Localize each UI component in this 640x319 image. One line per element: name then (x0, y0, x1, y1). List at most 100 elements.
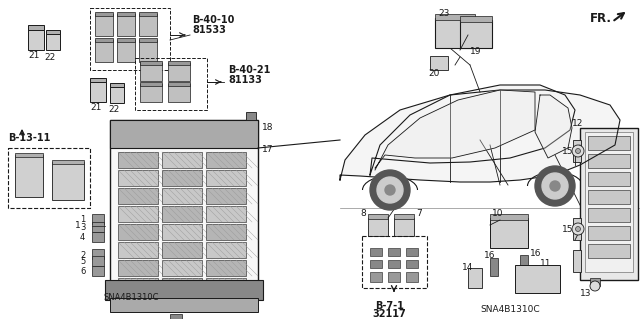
Bar (118, 206, 158, 222)
Text: 8: 8 (360, 210, 365, 219)
Bar (588, 136, 630, 150)
Text: B-13-11: B-13-11 (8, 133, 51, 143)
Bar (117, 40, 135, 62)
Text: FR.: FR. (590, 11, 612, 25)
Text: 5: 5 (80, 257, 85, 266)
Polygon shape (370, 85, 575, 175)
Bar (118, 152, 158, 168)
Bar (162, 242, 202, 258)
Bar (140, 82, 162, 86)
Bar (588, 208, 630, 222)
Bar (246, 112, 256, 120)
Bar (490, 258, 498, 276)
Bar (588, 244, 630, 258)
Bar (468, 268, 482, 288)
Bar (162, 188, 202, 204)
Bar (15, 155, 43, 197)
Text: 15: 15 (562, 147, 573, 157)
Bar (46, 32, 60, 50)
Bar (206, 170, 246, 186)
Bar (140, 61, 162, 65)
Circle shape (377, 177, 403, 203)
Bar (370, 248, 382, 256)
Text: 32117: 32117 (372, 309, 406, 319)
Bar (460, 20, 492, 48)
Text: 18: 18 (262, 123, 273, 132)
Text: 1: 1 (80, 216, 85, 225)
Bar (118, 260, 158, 276)
Bar (110, 298, 258, 312)
Bar (135, 58, 207, 110)
Bar (52, 160, 84, 164)
Bar (117, 12, 135, 16)
Bar (118, 224, 158, 240)
Bar (110, 120, 258, 148)
Text: SNA4B1310C: SNA4B1310C (480, 306, 540, 315)
Circle shape (575, 226, 580, 232)
Bar (118, 242, 158, 258)
Bar (139, 14, 157, 36)
Bar (490, 218, 528, 248)
Polygon shape (340, 90, 620, 182)
Bar (90, 8, 170, 70)
Bar (170, 314, 182, 319)
Circle shape (385, 185, 395, 195)
Bar (95, 38, 113, 42)
Bar (118, 170, 158, 186)
Bar (92, 266, 104, 276)
Text: 15: 15 (562, 226, 573, 234)
Bar (368, 214, 388, 219)
Text: 14: 14 (462, 263, 474, 272)
Bar (435, 18, 475, 48)
Bar (95, 12, 113, 16)
Bar (15, 153, 43, 157)
Bar (139, 38, 157, 42)
Bar (388, 272, 400, 282)
Circle shape (575, 149, 580, 153)
Bar (585, 132, 633, 272)
Circle shape (550, 181, 560, 191)
Bar (118, 278, 158, 294)
Bar (370, 260, 382, 268)
Bar (206, 260, 246, 276)
Bar (28, 25, 44, 30)
Bar (110, 120, 258, 298)
Bar (95, 14, 113, 36)
Bar (573, 218, 581, 240)
Bar (92, 232, 104, 242)
Bar (162, 170, 202, 186)
Text: 81133: 81133 (228, 75, 262, 85)
Bar (8, 148, 90, 208)
Circle shape (535, 166, 575, 206)
Bar (92, 256, 104, 266)
Bar (118, 188, 158, 204)
Bar (206, 206, 246, 222)
Bar (435, 14, 475, 20)
Bar (406, 260, 418, 268)
Bar (368, 218, 388, 236)
Bar (588, 172, 630, 186)
Bar (140, 63, 162, 81)
Bar (588, 226, 630, 240)
Bar (168, 63, 190, 81)
Bar (588, 154, 630, 168)
Bar (573, 250, 581, 272)
Bar (406, 248, 418, 256)
Text: 19: 19 (470, 48, 481, 56)
Polygon shape (375, 90, 535, 170)
Text: 17: 17 (262, 145, 273, 154)
Circle shape (542, 173, 568, 199)
Text: 4: 4 (80, 234, 85, 242)
Text: 12: 12 (572, 120, 584, 129)
Bar (490, 214, 528, 220)
Bar (362, 236, 427, 288)
Bar (162, 224, 202, 240)
Bar (46, 30, 60, 34)
Text: 21: 21 (90, 103, 101, 113)
Text: 81533: 81533 (192, 25, 226, 35)
Bar (92, 249, 104, 259)
Bar (140, 84, 162, 102)
Text: 16: 16 (484, 250, 495, 259)
Text: B-40-21: B-40-21 (228, 65, 270, 75)
Bar (162, 152, 202, 168)
